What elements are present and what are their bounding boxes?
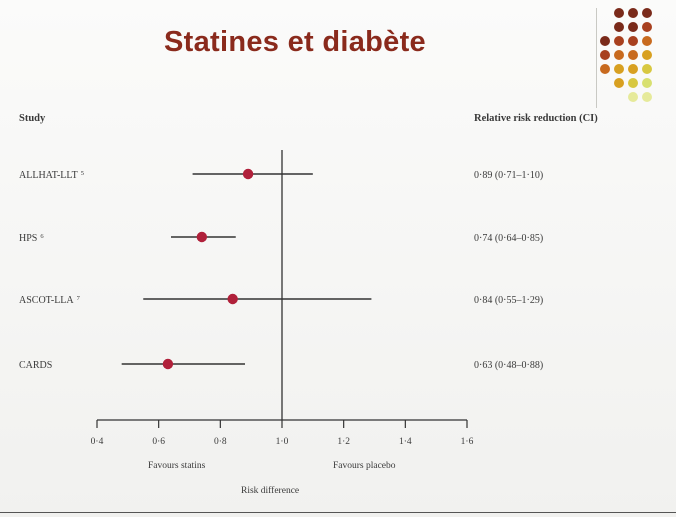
decor-dot — [642, 36, 652, 46]
decor-dot — [614, 50, 624, 60]
x-tick-label: 0·6 — [152, 437, 165, 447]
decor-dot — [614, 78, 624, 88]
decor-divider — [596, 8, 597, 108]
study-label: HPS 6 — [19, 233, 44, 245]
x-tick-label: 1·0 — [276, 437, 289, 447]
favours-right-label: Favours placebo — [333, 461, 396, 471]
decor-dot — [642, 8, 652, 18]
estimate-marker — [196, 231, 208, 243]
x-tick-label: 1·4 — [399, 437, 412, 447]
estimate-marker — [162, 358, 174, 370]
decor-dot — [628, 64, 638, 74]
bottom-rule — [0, 512, 676, 513]
decor-dot — [600, 64, 610, 74]
decor-dot — [600, 50, 610, 60]
result-label: 0·63 (0·48–0·88) — [474, 360, 543, 371]
result-label: 0·84 (0·55–1·29) — [474, 295, 543, 306]
decor-dot — [614, 22, 624, 32]
decor-dot — [628, 8, 638, 18]
x-tick-label: 1·2 — [337, 437, 350, 447]
decor-dot — [628, 36, 638, 46]
decor-dot — [614, 8, 624, 18]
decor-dot — [614, 64, 624, 74]
study-label: ASCOT-LLA 7 — [19, 295, 81, 307]
result-column-header: Relative risk reduction (CI) — [474, 113, 598, 124]
x-tick-label: 0·8 — [214, 437, 227, 447]
decor-dot — [628, 92, 638, 102]
decor-dot — [642, 78, 652, 88]
decor-dot — [642, 50, 652, 60]
decor-dot — [614, 36, 624, 46]
decor-dot — [642, 64, 652, 74]
result-label: 0·89 (0·71–1·10) — [474, 170, 543, 181]
decor-dot — [600, 36, 610, 46]
result-label: 0·74 (0·64–0·85) — [474, 233, 543, 244]
x-tick-label: 0·4 — [91, 437, 104, 447]
estimate-marker — [242, 168, 254, 180]
study-column-header: Study — [19, 113, 46, 124]
slide-title: Statines et diabète — [164, 26, 426, 58]
x-tick-label: 1·6 — [461, 437, 474, 447]
study-label: CARDS — [19, 360, 52, 371]
decor-dot — [628, 22, 638, 32]
estimate-marker — [227, 293, 238, 305]
study-label: ALLHAT-LLT 5 — [19, 170, 84, 182]
favours-left-label: Favours statins — [148, 461, 206, 471]
decor-dot — [642, 22, 652, 32]
decor-dot — [642, 92, 652, 102]
x-axis-label: Risk difference — [241, 485, 299, 496]
decor-dot — [628, 50, 638, 60]
decor-dot — [628, 78, 638, 88]
